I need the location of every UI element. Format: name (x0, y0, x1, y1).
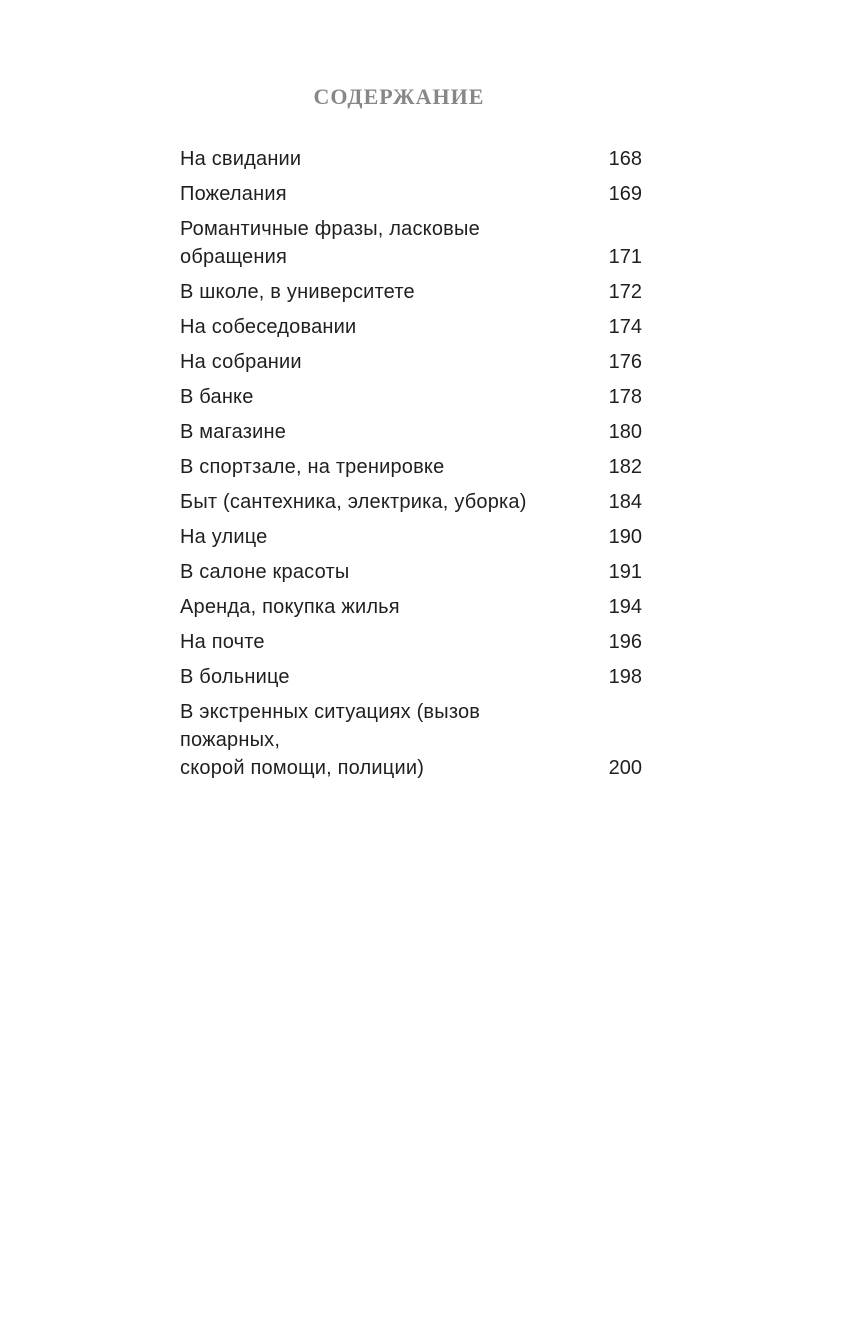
toc-entry-page: 184 (608, 491, 642, 513)
toc-entry-page: 200 (608, 757, 642, 779)
toc-entry-title: В магазине (180, 421, 287, 443)
toc-entry-title: В спортзале, на тренировке (180, 456, 445, 478)
toc-entry-page: 196 (608, 631, 642, 653)
toc-entry-page: 172 (608, 281, 642, 303)
toc-list: На свидании 168 Пожелания 169 Романтичны… (180, 145, 642, 782)
toc-entry: На свидании 168 (180, 145, 642, 173)
toc-entry-title: На собрании (180, 351, 302, 373)
toc-entry-page: 176 (608, 351, 642, 373)
toc-entry: В банке 178 (180, 383, 642, 411)
toc-entry: Быт (сантехника, электрика, уборка) 184 (180, 488, 642, 516)
toc-entry: В экстренных ситуациях (вызов пожарных, … (180, 698, 642, 782)
toc-entry-title: В салоне красоты (180, 561, 350, 583)
toc-entry: В больнице 198 (180, 663, 642, 691)
toc-entry-page: 182 (608, 456, 642, 478)
toc-entry: В школе, в университете 172 (180, 278, 642, 306)
toc-entry-title: Аренда, покупка жилья (180, 596, 400, 618)
toc-entry: Пожелания 169 (180, 180, 642, 208)
toc-entry-title: В школе, в университете (180, 281, 415, 303)
toc-entry-page: 169 (608, 183, 642, 205)
toc-entry-title: Пожелания (180, 183, 287, 205)
toc-entry: Аренда, покупка жилья 194 (180, 593, 642, 621)
toc-entry: На собрании 176 (180, 348, 642, 376)
toc-entry-title: В больнице (180, 666, 290, 688)
toc-entry-page: 194 (608, 596, 642, 618)
toc-entry-title: В банке (180, 386, 254, 408)
toc-entry: В магазине 180 (180, 418, 642, 446)
toc-entry-title: На почте (180, 631, 265, 653)
toc-entry-title: В экстренных ситуациях (вызов пожарных, … (180, 701, 481, 779)
toc-entry-page: 191 (608, 561, 642, 583)
toc-entry-title: Романтичные фразы, ласковые обращения (180, 218, 480, 268)
toc-entry-page: 180 (608, 421, 642, 443)
toc-entry: В салоне красоты 191 (180, 558, 642, 586)
toc-entry-page: 190 (608, 526, 642, 548)
toc-entry: В спортзале, на тренировке 182 (180, 453, 642, 481)
toc-entry-page: 168 (608, 148, 642, 170)
toc-entry-page: 178 (608, 386, 642, 408)
toc-entry-page: 171 (608, 246, 642, 268)
toc-entry: На улице 190 (180, 523, 642, 551)
toc-entry: На почте 196 (180, 628, 642, 656)
toc-entry-title: На улице (180, 526, 268, 548)
toc-entry-page: 174 (608, 316, 642, 338)
toc-entry-page: 198 (608, 666, 642, 688)
toc-entry-title: Быт (сантехника, электрика, уборка) (180, 491, 527, 513)
page-title: СОДЕРЖАНИЕ (313, 84, 485, 109)
toc-entry-title: На свидании (180, 148, 302, 170)
book-page: СОДЕРЖАНИЕ На свидании 168 Пожелания 169… (0, 84, 844, 1324)
toc-entry: Романтичные фразы, ласковые обращения 17… (180, 215, 642, 271)
toc-entry-title: На собеседовании (180, 316, 357, 338)
toc-entry: На собеседовании 174 (180, 313, 642, 341)
